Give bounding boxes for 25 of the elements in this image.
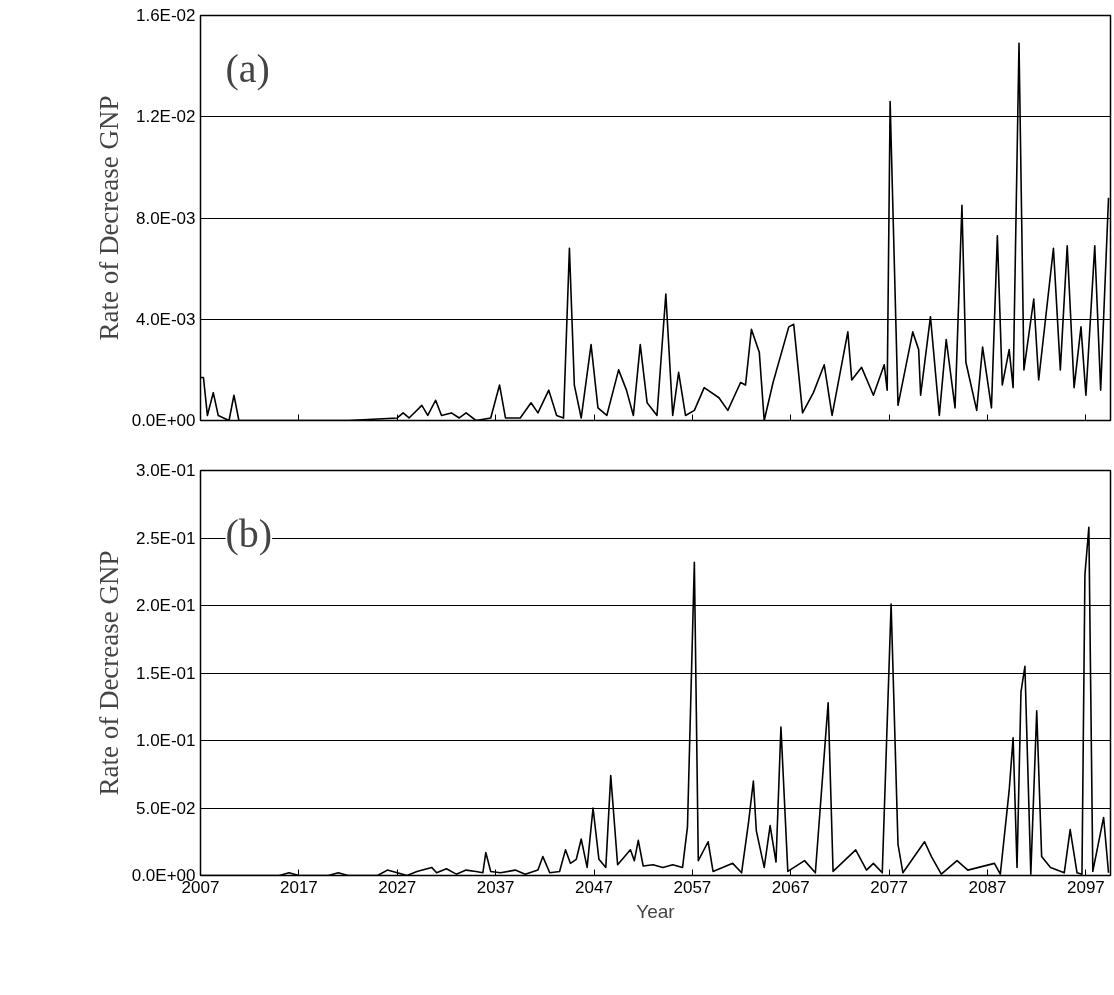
y-tick-label: 2.0E-01	[135, 596, 196, 615]
annotation: (b)	[225, 510, 273, 556]
x-tick-label: 2087	[968, 877, 1007, 897]
x-tick-label: 2037	[476, 877, 515, 897]
y-axis-title: Rate of Decrease GNP	[93, 95, 124, 341]
y-tick-label: 0.0E+00	[131, 411, 196, 430]
y-tick-label: 5.0E-02	[135, 798, 196, 818]
x-tick-label: 2017	[279, 877, 318, 897]
annotation: (a)	[225, 45, 270, 91]
y-tick-label: 3.0E-01	[135, 461, 196, 480]
x-tick-label: 2047	[575, 877, 613, 897]
x-tick-label: 2097	[1067, 877, 1105, 897]
y-axis-title: Rate of Decrease GNP	[93, 550, 124, 796]
y-tick-label: 1.5E-01	[135, 663, 196, 683]
y-tick-label: 1.2E-02	[135, 107, 196, 127]
y-tick-label: 8.0E-03	[135, 208, 196, 228]
x-tick-label: 2027	[378, 877, 417, 897]
x-axis-title: Year	[636, 900, 676, 922]
x-tick-label: 2067	[771, 877, 810, 897]
y-tick-label: 2.5E-01	[135, 528, 196, 548]
y-tick-label: 1.0E-01	[135, 731, 196, 750]
y-tick-label: 1.6E-02	[135, 6, 196, 25]
x-tick-label: 2057	[673, 877, 712, 897]
x-tick-label: 2077	[870, 877, 909, 897]
y-tick-label: 4.0E-03	[135, 309, 196, 329]
